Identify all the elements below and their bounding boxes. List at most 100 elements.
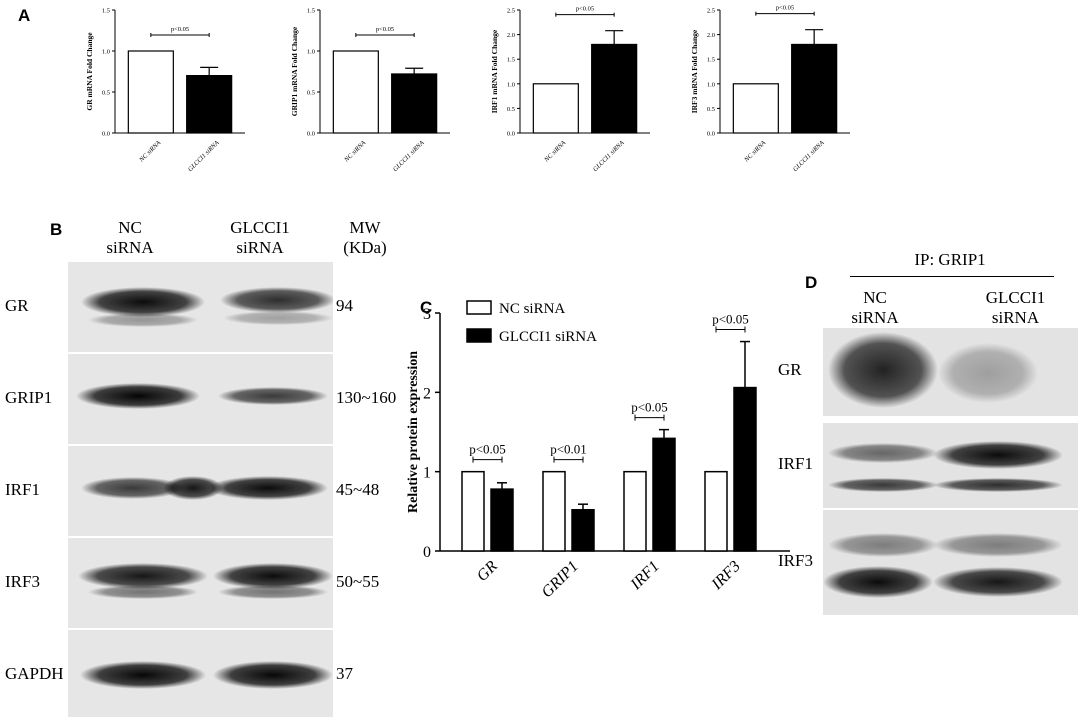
blot-band [223,311,333,325]
blot-band [933,478,1063,492]
significance-label: p<0.05 [631,400,668,415]
chart-grip1-mrna: GRIP1 mRNA Fold Change 0.0 0.5 1.0 1.5 NC siR… [290,8,450,173]
bar [542,470,566,552]
y-tick-label: 1.0 [707,81,715,88]
blot-d-image [823,328,1078,615]
y-tick-label: 1.0 [507,81,515,88]
y-tick-label: 2.5 [707,8,715,15]
blot-band [81,287,205,317]
blot-band [208,476,328,500]
blot-band [213,563,333,589]
blot-b-header-glcci1-line2: siRNA [236,238,284,257]
blot-band [163,476,223,500]
blot-d-header-glcci1-line1: GLCCI1 [985,288,1046,307]
x-tick-label: NC siRNA [543,139,568,164]
blot-d-header-nc-line1: NC [863,288,887,307]
significance-label: p<0.05 [776,5,794,12]
significance-label: p<0.05 [469,442,506,457]
blot-b-header-nc: NC siRNA [90,218,170,258]
blot-d-header-nc-line2: siRNA [851,308,899,327]
y-tick-label: 1.0 [307,49,315,56]
y-tick-label: 0.0 [507,131,515,138]
blot-d-header-nc: NC siRNA [835,288,915,328]
blot-b-header-nc-line2: siRNA [106,238,154,257]
blot-b-row-label: IRF1 [5,480,40,499]
chart-gr-mrna: GR mRNA Fold Change 0.0 0.5 1.0 1.5 NC siRNA G… [85,8,245,173]
y-tick-label: 0.5 [507,106,515,113]
x-tick-label: IRF3 [708,558,744,594]
panel-letter-d: D [805,273,818,292]
x-tick-label: GRIP1 [538,558,581,601]
blot-band [88,585,198,599]
blot-b-row-mw: 37 [336,664,353,683]
blot-b-header-mw-line2: (KDa) [343,238,387,257]
blot-b-row-label: GR [5,296,29,315]
bar [461,470,485,552]
legend-swatch [466,328,492,343]
x-tick-label: GLCCI1 siRNA [792,139,826,173]
x-tick-label: GLCCI1 siRNA [187,139,221,173]
significance-label: p<0.05 [376,26,394,33]
blot-band [88,313,198,327]
blot-b-row-mw: 50~55 [336,572,380,591]
bar [623,470,647,552]
legend-swatch [466,300,492,315]
bar [733,386,757,552]
y-axis-label: IRF3 mRNA Fold Change [690,29,699,113]
x-tick-label: IRF1 [627,558,663,594]
blot-band [828,533,938,557]
bar [791,43,838,134]
significance-label: p<0.01 [550,442,587,457]
chart-irf1-mrna: IRF1 mRNA Fold Change 0.0 0.5 1.0 1.5 2.0 2.5 N… [490,6,650,173]
blot-band [218,585,328,599]
y-tick-label: 1.5 [102,8,110,15]
bar [332,50,379,134]
y-tick-label: 1.5 [507,57,515,64]
y-tick-label: 2.5 [507,8,515,15]
y-tick-label: 2.0 [507,32,515,39]
legend-label: GLCCI1 siRNA [499,329,597,345]
blot-band [828,478,938,492]
x-tick-label: NC siRNA [743,139,768,164]
blot-band [933,567,1063,597]
x-tick-label: GLCCI1 siRNA [392,139,426,173]
blot-band [80,661,206,689]
chart-irf3-mrna: IRF3 mRNA Fold Change 0.0 0.5 1.0 1.5 2.0 2.5 N… [690,5,850,173]
y-tick-label: 1.5 [307,8,315,15]
y-axis-label: IRF1 mRNA Fold Change [490,29,499,113]
blot-band [76,383,200,409]
blot-band [828,332,938,408]
y-tick-label: 1.0 [102,49,110,56]
panel-letter-a: A [18,6,31,25]
blot-b-header-mw-line1: MW [349,218,381,237]
blot-band [220,287,333,313]
bar [571,508,595,552]
x-tick-label: GLCCI1 siRNA [592,139,626,173]
blot-b-header-nc-line1: NC [118,218,142,237]
blot-band [933,441,1063,469]
blot-band [78,563,208,589]
significance-label: p<0.05 [576,6,594,13]
panel-letter-c: C [420,298,433,317]
y-tick-label: 1.5 [707,57,715,64]
blot-band [933,533,1063,557]
blot-strip [823,510,1078,615]
blot-d-ip-title: IP: GRIP1 [914,250,986,269]
bar [186,74,233,134]
y-tick-label: 0.0 [707,131,715,138]
significance-label: p<0.05 [171,26,189,33]
y-axis-label: GRIP1 mRNA Fold Change [290,26,299,116]
bar [532,83,579,134]
blot-b-row-label: GAPDH [5,664,64,683]
bar [591,43,638,134]
legend-label: NC siRNA [499,301,565,317]
blot-d-ip-line [850,276,1054,277]
y-axis-label: GR mRNA Fold Change [85,32,94,111]
blot-b-row-label: IRF3 [5,572,40,591]
blot-d-row-label: GR [778,360,802,379]
y-tick-label: 1 [423,465,431,482]
bar [490,488,514,552]
chart-protein-expression: Relative protein expression 0 1 2 3 p<0.05 GR p… [406,300,790,601]
y-tick-label: 3 [423,306,431,323]
y-tick-label: 0 [423,544,431,561]
